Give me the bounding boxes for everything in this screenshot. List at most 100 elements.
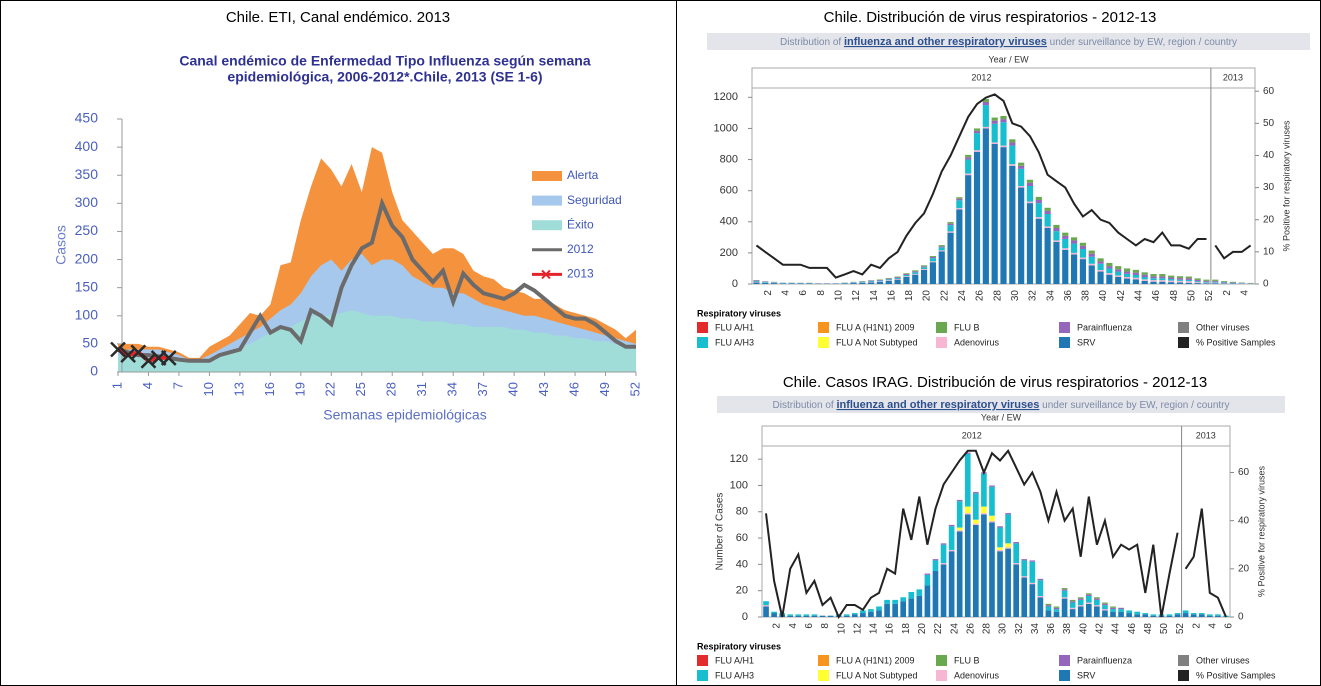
legend-swatch bbox=[1059, 337, 1070, 348]
bar-segment bbox=[1159, 280, 1166, 282]
bar-segment bbox=[991, 142, 998, 144]
bar-segment bbox=[1069, 602, 1076, 608]
legend-label: Adenovirus bbox=[954, 670, 1000, 680]
bar-segment bbox=[1118, 609, 1124, 612]
bar-segment bbox=[1134, 611, 1141, 615]
bar-segment bbox=[903, 277, 910, 284]
bar-segment bbox=[1176, 282, 1184, 284]
x-tick-label: 2 bbox=[1191, 623, 1202, 629]
bar-segment bbox=[1026, 182, 1034, 186]
x-tick-label: 31 bbox=[414, 382, 429, 396]
x-tick-label: 14 bbox=[869, 290, 880, 302]
plot-frame bbox=[761, 425, 1231, 618]
bar-segment bbox=[1062, 249, 1069, 284]
bar-segment bbox=[787, 614, 794, 616]
x-tick-label: 12 bbox=[852, 623, 863, 635]
bar-segment bbox=[1102, 603, 1108, 606]
bar-segment bbox=[982, 105, 989, 127]
legend-swatch bbox=[697, 337, 708, 348]
bar-segment bbox=[948, 549, 955, 552]
bar-segment bbox=[1132, 272, 1139, 275]
x-tick-label: 1 bbox=[109, 382, 124, 389]
x-tick-label: 30 bbox=[998, 623, 1009, 635]
bar-segment bbox=[827, 615, 834, 617]
bar-segment bbox=[1021, 577, 1028, 617]
bar-segment bbox=[1176, 278, 1184, 280]
bar-segment bbox=[1053, 224, 1060, 228]
bar-segment bbox=[1029, 561, 1036, 583]
bar-segment bbox=[956, 499, 963, 502]
bar-segment bbox=[940, 563, 947, 565]
bar-segment bbox=[1013, 542, 1019, 544]
x-tick-label: 26 bbox=[975, 290, 986, 302]
x-tick-label: 18 bbox=[904, 290, 915, 302]
x-tick-label: 44 bbox=[1134, 290, 1145, 302]
banner-part: under surveillance by EW, region / count… bbox=[1039, 400, 1229, 411]
legend-label: % Positive Samples bbox=[1196, 337, 1276, 347]
bar-segment bbox=[940, 544, 947, 564]
bar-segment bbox=[1079, 242, 1087, 246]
bar-segment bbox=[956, 530, 963, 532]
x-tick-label: 48 bbox=[1143, 623, 1154, 635]
bar-segment bbox=[1150, 274, 1157, 277]
bar-segment bbox=[1077, 599, 1084, 606]
bar-segment bbox=[1203, 279, 1210, 281]
bar-segment bbox=[997, 526, 1003, 528]
bar-segment bbox=[903, 276, 910, 277]
bar-segment bbox=[753, 280, 760, 282]
y2-tick-label: 40 bbox=[1238, 515, 1250, 526]
legend-swatch bbox=[532, 171, 562, 181]
bar-segment bbox=[876, 610, 882, 617]
bar-segment bbox=[1150, 278, 1157, 281]
bar-segment bbox=[1134, 614, 1141, 617]
y-tick-label: 0 bbox=[90, 363, 98, 379]
bar-segment bbox=[982, 126, 989, 129]
bar-segment bbox=[851, 614, 858, 617]
x-tick-label: 44 bbox=[1111, 623, 1122, 635]
bar-segment bbox=[763, 605, 769, 607]
bar-segment bbox=[1168, 279, 1175, 281]
bar-segment bbox=[1053, 228, 1060, 232]
bar-segment bbox=[1182, 613, 1189, 617]
bar-segment bbox=[1215, 615, 1221, 617]
bar-segment bbox=[1005, 548, 1011, 617]
bar-segment bbox=[947, 222, 954, 224]
legend-label: % Positive Samples bbox=[1196, 670, 1276, 680]
legend-swatch bbox=[697, 670, 708, 681]
x-tick-label: 40 bbox=[1078, 623, 1089, 635]
bar-segment bbox=[1094, 599, 1100, 606]
bar-segment bbox=[1044, 214, 1051, 227]
y-tick-label: 100 bbox=[75, 306, 99, 322]
y2-tick-label: 30 bbox=[1263, 182, 1275, 193]
bar-segment bbox=[989, 485, 995, 487]
x-tick-label: 43 bbox=[536, 382, 551, 396]
bar-segment bbox=[1021, 559, 1028, 561]
y-tick-label: 300 bbox=[75, 194, 99, 210]
bar-segment bbox=[1094, 597, 1100, 599]
y2-tick-label: 40 bbox=[1263, 150, 1275, 161]
bar-segment bbox=[948, 551, 955, 617]
marker bbox=[140, 352, 157, 369]
bar-segment bbox=[1005, 514, 1011, 544]
bar-segment bbox=[1000, 122, 1007, 146]
bar-segment bbox=[965, 173, 972, 176]
y2-axis-label: % Positive for respiratory viruses bbox=[1256, 465, 1266, 597]
bar-segment bbox=[1126, 610, 1132, 614]
bar-segment bbox=[956, 531, 963, 617]
bar-segment bbox=[1035, 217, 1042, 219]
bar-segment bbox=[938, 246, 945, 248]
bar-segment bbox=[868, 611, 874, 617]
legend-swatch bbox=[1059, 670, 1070, 681]
bar-segment bbox=[1009, 139, 1016, 143]
bar-segment bbox=[920, 270, 928, 284]
bar-segment bbox=[1009, 164, 1016, 166]
x-tick-label: 38 bbox=[1062, 623, 1073, 635]
x-tick-label: 13 bbox=[231, 382, 246, 396]
bar-segment bbox=[1168, 277, 1175, 280]
bar-segment bbox=[1110, 606, 1116, 608]
bar-segment bbox=[997, 549, 1003, 552]
bar-segment bbox=[1110, 607, 1116, 610]
bar-segment bbox=[1123, 268, 1131, 272]
bar-segment bbox=[1142, 614, 1149, 617]
